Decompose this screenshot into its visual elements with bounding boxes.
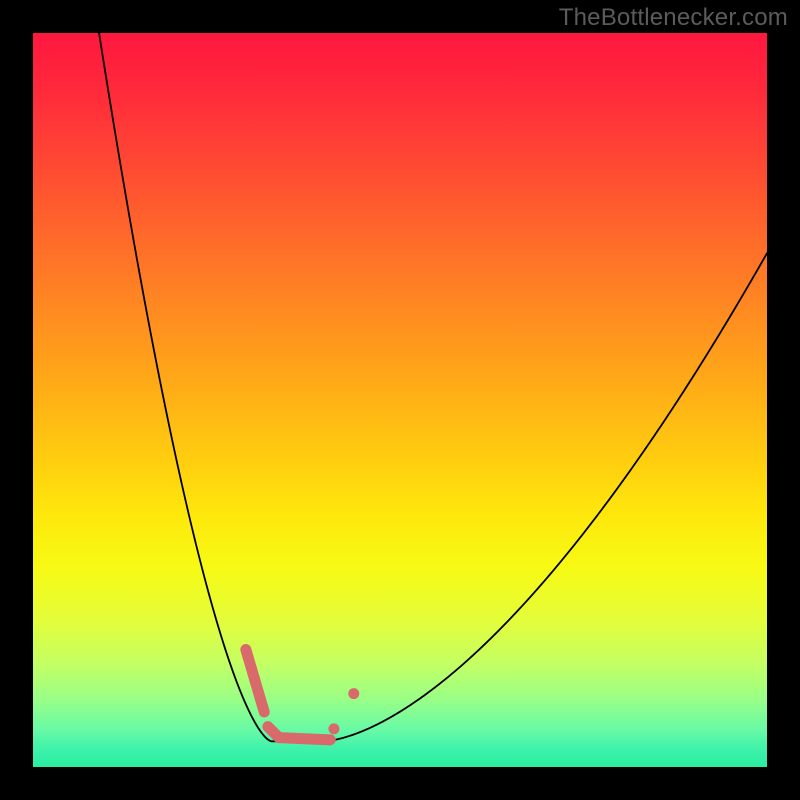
bottleneck-curve-chart [33,33,767,767]
watermark-text: TheBottlenecker.com [559,4,788,32]
marker-dot-0 [328,723,339,734]
marker-dot-1 [348,688,359,699]
gradient-background [33,33,767,767]
plot-area [33,33,767,767]
chart-stage: TheBottlenecker.com [0,0,800,800]
marker-pill-bottom [279,738,330,740]
